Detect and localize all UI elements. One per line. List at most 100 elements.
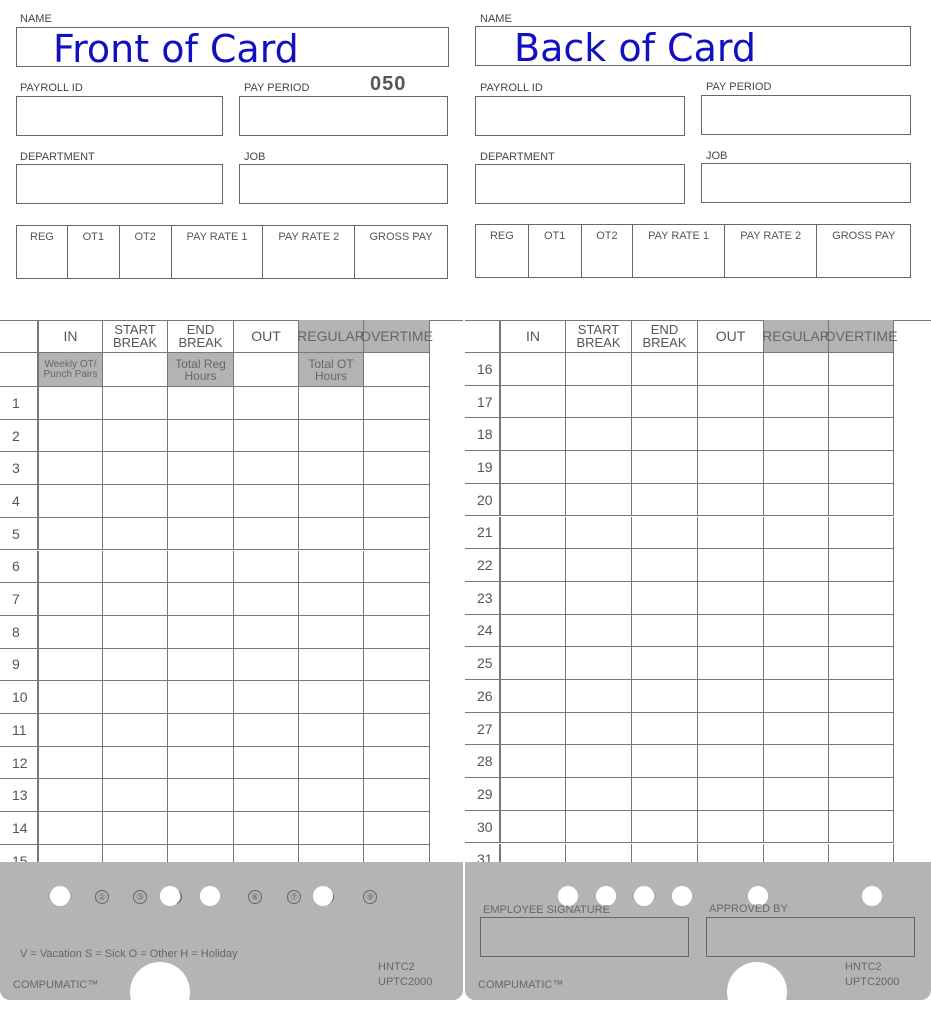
time-entry-cell[interactable] bbox=[566, 647, 632, 680]
time-entry-cell[interactable] bbox=[566, 581, 632, 615]
time-entry-cell[interactable] bbox=[299, 714, 364, 747]
time-entry-cell[interactable] bbox=[168, 615, 234, 649]
time-entry-cell[interactable] bbox=[698, 810, 764, 844]
time-entry-cell[interactable] bbox=[38, 485, 103, 518]
time-entry-cell[interactable] bbox=[234, 681, 299, 714]
time-entry-cell[interactable] bbox=[168, 583, 234, 616]
time-entry-cell[interactable] bbox=[566, 418, 632, 452]
time-entry-cell[interactable] bbox=[234, 746, 299, 780]
time-entry-cell[interactable] bbox=[299, 452, 364, 486]
time-entry-cell[interactable] bbox=[234, 452, 299, 486]
department-field[interactable] bbox=[475, 164, 685, 204]
time-entry-cell[interactable] bbox=[103, 681, 168, 714]
time-entry-cell[interactable] bbox=[234, 550, 299, 584]
time-entry-cell[interactable] bbox=[829, 516, 894, 550]
time-entry-cell[interactable] bbox=[38, 714, 103, 747]
time-entry-cell[interactable] bbox=[829, 418, 894, 452]
time-entry-cell[interactable] bbox=[829, 745, 894, 779]
time-entry-cell[interactable] bbox=[829, 614, 894, 648]
time-entry-cell[interactable] bbox=[234, 812, 299, 845]
time-entry-cell[interactable] bbox=[38, 779, 103, 813]
time-entry-cell[interactable] bbox=[500, 516, 566, 550]
time-entry-cell[interactable] bbox=[566, 516, 632, 550]
time-entry-cell[interactable] bbox=[103, 419, 168, 453]
time-entry-cell[interactable] bbox=[38, 615, 103, 649]
time-entry-cell[interactable] bbox=[632, 549, 698, 582]
time-entry-cell[interactable] bbox=[764, 549, 829, 582]
time-entry-cell[interactable] bbox=[829, 549, 894, 582]
pay-period-field[interactable] bbox=[701, 95, 911, 135]
time-entry-cell[interactable] bbox=[829, 483, 894, 517]
time-entry-cell[interactable] bbox=[168, 485, 234, 518]
time-entry-cell[interactable] bbox=[500, 418, 566, 452]
time-entry-cell[interactable] bbox=[364, 681, 430, 714]
time-entry-cell[interactable] bbox=[168, 714, 234, 747]
time-entry-cell[interactable] bbox=[698, 353, 764, 386]
time-entry-cell[interactable] bbox=[103, 517, 168, 551]
time-entry-cell[interactable] bbox=[632, 614, 698, 648]
time-entry-cell[interactable] bbox=[364, 419, 430, 453]
time-entry-cell[interactable] bbox=[103, 648, 168, 682]
time-entry-cell[interactable] bbox=[38, 550, 103, 584]
time-entry-cell[interactable] bbox=[168, 812, 234, 845]
time-entry-cell[interactable] bbox=[764, 712, 829, 746]
time-entry-cell[interactable] bbox=[566, 778, 632, 811]
time-entry-cell[interactable] bbox=[38, 517, 103, 551]
time-entry-cell[interactable] bbox=[364, 387, 430, 420]
time-entry-cell[interactable] bbox=[829, 810, 894, 844]
time-entry-cell[interactable] bbox=[632, 680, 698, 713]
time-entry-cell[interactable] bbox=[38, 746, 103, 780]
time-entry-cell[interactable] bbox=[299, 583, 364, 616]
time-entry-cell[interactable] bbox=[566, 680, 632, 713]
time-entry-cell[interactable] bbox=[698, 385, 764, 419]
time-entry-cell[interactable] bbox=[632, 581, 698, 615]
time-entry-cell[interactable] bbox=[299, 648, 364, 682]
name-field[interactable] bbox=[16, 27, 449, 67]
time-entry-cell[interactable] bbox=[566, 451, 632, 484]
time-entry-cell[interactable] bbox=[364, 517, 430, 551]
time-entry-cell[interactable] bbox=[500, 614, 566, 648]
time-entry-cell[interactable] bbox=[168, 779, 234, 813]
time-entry-cell[interactable] bbox=[299, 812, 364, 845]
time-entry-cell[interactable] bbox=[764, 516, 829, 550]
time-entry-cell[interactable] bbox=[566, 810, 632, 844]
time-entry-cell[interactable] bbox=[299, 550, 364, 584]
time-entry-cell[interactable] bbox=[764, 778, 829, 811]
time-entry-cell[interactable] bbox=[299, 387, 364, 420]
time-entry-cell[interactable] bbox=[764, 647, 829, 680]
time-entry-cell[interactable] bbox=[500, 647, 566, 680]
time-entry-cell[interactable] bbox=[566, 712, 632, 746]
time-entry-cell[interactable] bbox=[168, 681, 234, 714]
time-entry-cell[interactable] bbox=[38, 387, 103, 420]
time-entry-cell[interactable] bbox=[168, 387, 234, 420]
time-entry-cell[interactable] bbox=[764, 451, 829, 484]
time-entry-cell[interactable] bbox=[299, 419, 364, 453]
time-entry-cell[interactable] bbox=[103, 583, 168, 616]
time-entry-cell[interactable] bbox=[829, 712, 894, 746]
time-entry-cell[interactable] bbox=[103, 779, 168, 813]
time-entry-cell[interactable] bbox=[764, 810, 829, 844]
time-entry-cell[interactable] bbox=[698, 418, 764, 452]
time-entry-cell[interactable] bbox=[234, 517, 299, 551]
time-entry-cell[interactable] bbox=[299, 485, 364, 518]
time-entry-cell[interactable] bbox=[829, 353, 894, 386]
time-entry-cell[interactable] bbox=[364, 779, 430, 813]
time-entry-cell[interactable] bbox=[698, 614, 764, 648]
time-entry-cell[interactable] bbox=[829, 680, 894, 713]
time-entry-cell[interactable] bbox=[764, 353, 829, 386]
time-entry-cell[interactable] bbox=[299, 517, 364, 551]
job-field[interactable] bbox=[701, 163, 911, 203]
time-entry-cell[interactable] bbox=[500, 353, 566, 386]
time-entry-cell[interactable] bbox=[500, 451, 566, 484]
time-entry-cell[interactable] bbox=[364, 648, 430, 682]
time-entry-cell[interactable] bbox=[566, 385, 632, 419]
time-entry-cell[interactable] bbox=[500, 549, 566, 582]
time-entry-cell[interactable] bbox=[103, 452, 168, 486]
time-entry-cell[interactable] bbox=[103, 387, 168, 420]
time-entry-cell[interactable] bbox=[500, 581, 566, 615]
time-entry-cell[interactable] bbox=[234, 485, 299, 518]
department-field[interactable] bbox=[16, 164, 223, 204]
time-entry-cell[interactable] bbox=[632, 647, 698, 680]
time-entry-cell[interactable] bbox=[364, 550, 430, 584]
time-entry-cell[interactable] bbox=[38, 452, 103, 486]
